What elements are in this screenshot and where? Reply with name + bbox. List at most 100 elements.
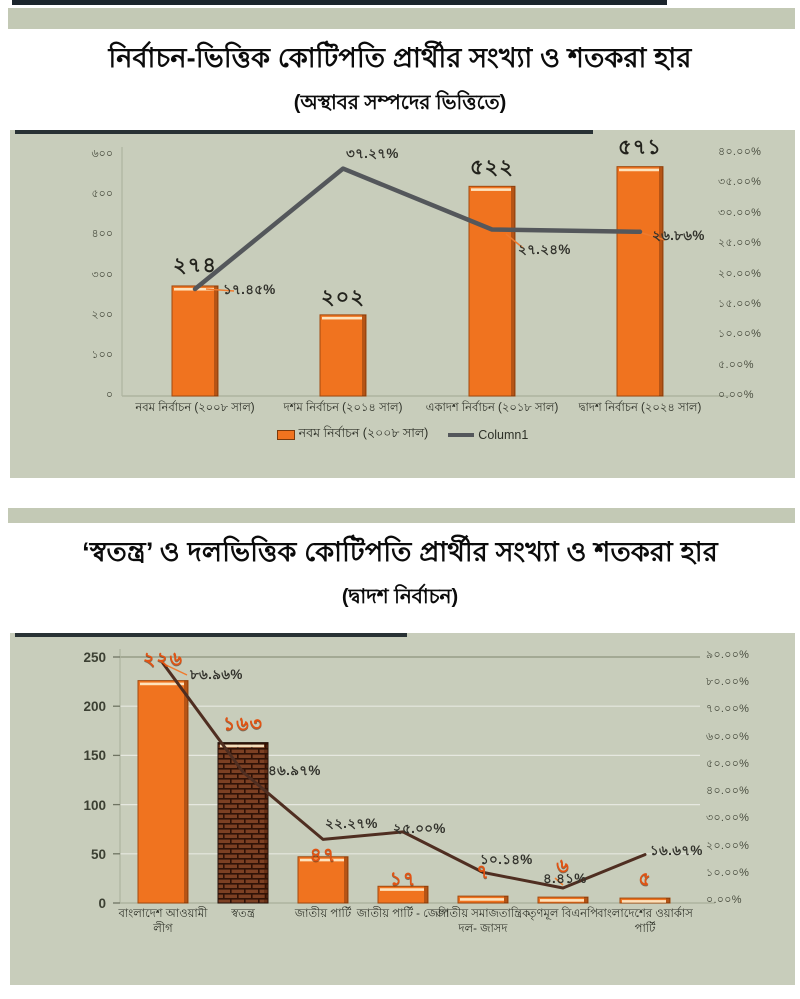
- category-label: একাদশ নির্বাচন (২০১৮ সাল): [425, 402, 559, 414]
- secondary-axis-tick-label: ২৫.০০%: [718, 237, 762, 249]
- chart1-plot: [121, 147, 730, 397]
- bar-highlight: [322, 316, 362, 320]
- bar-value-label: ১৭: [389, 869, 417, 890]
- bar-shade: [659, 166, 663, 396]
- y-axis-tick-label: ০: [105, 389, 113, 401]
- bar-shade: [184, 680, 188, 903]
- chart1-title: নির্বাচন-ভিত্তিক কোটিপতি প্রার্থীর সংখ্য…: [108, 43, 692, 73]
- legend: নবম নির্বাচন (২০০৮ সাল) Column1: [10, 425, 795, 445]
- y-axis-tick-label: 100: [83, 798, 106, 813]
- bar-value-label: ৪৭: [309, 845, 337, 866]
- category-label: তৃণমূল বিএনপি: [527, 908, 599, 920]
- line-point-label: ১৭.৪৫%: [223, 282, 276, 297]
- secondary-axis-tick-label: ৪০.০০%: [706, 785, 750, 797]
- label-leader-line: [205, 288, 235, 292]
- secondary-axis-tick-label: ৩০.০০%: [706, 812, 750, 824]
- legend-bar-swatch-icon: [276, 430, 295, 440]
- legend-line-swatch-icon: [448, 433, 475, 437]
- category-label: নবম নির্বাচন (২০০৮ সাল): [135, 402, 255, 414]
- secondary-axis-tick-label: ৩০.০০%: [718, 207, 762, 219]
- category-label: বাংলাদেশ আওয়ামী লীগ: [118, 908, 208, 935]
- chart2-title: ‘স্বতন্ত্র’ ও দলভিত্তিক কোটিপতি প্রার্থী…: [82, 537, 718, 567]
- bar-value-label: ২৭৪: [173, 254, 217, 277]
- chart2-top-edge: [15, 633, 407, 637]
- bar-highlight: [471, 188, 511, 191]
- bar-shade: [264, 742, 268, 903]
- secondary-axis-tick-label: ৭০.০০%: [706, 703, 750, 715]
- label-leader-line: [554, 877, 564, 886]
- bar-value-label: ৫৭১: [618, 136, 662, 159]
- label-leader-line: [505, 233, 524, 249]
- bar-shade: [362, 314, 366, 396]
- secondary-axis-tick-label: ৮০.০০%: [706, 676, 750, 688]
- bar-highlight: [300, 858, 344, 862]
- chart2-panel: 250 200 150 100 50 0 ৯০.০০% ৮০.০০% ৭০.০০% ৬০.০০% ৫…: [10, 633, 795, 985]
- bar-highlight: [220, 744, 264, 748]
- legend-label: নবম নির্বাচন (২০০৮ সাল): [298, 426, 429, 440]
- bar: [217, 742, 269, 904]
- chart2-title-block: ‘স্বতন্ত্র’ ও দলভিত্তিক কোটিপতি প্রার্থী…: [0, 532, 800, 615]
- bar-value-label: ২০২: [321, 286, 365, 309]
- bar-shade: [504, 896, 508, 903]
- y-axis-tick-label: 200: [83, 699, 106, 714]
- bar-highlight: [540, 899, 584, 902]
- y-axis-tick-label: ৬০০: [91, 148, 113, 160]
- label-leader-line: [641, 232, 666, 241]
- y-axis-tick-label: 250: [83, 650, 106, 665]
- chart1-subtitle: (অস্থাবর সম্পদের ভিত্তিতে): [293, 92, 507, 114]
- bar-value-label: ২২৬: [142, 649, 184, 670]
- line-point-label: ১৬.৬৭%: [650, 843, 703, 858]
- bar-highlight: [380, 888, 424, 891]
- line-point-label: ২৬.৮৬%: [652, 228, 705, 243]
- line-point-label: ৩৭.২৭%: [346, 146, 399, 161]
- y-axis-tick-label: ২০০: [91, 309, 113, 321]
- percentage-line: [192, 166, 643, 292]
- secondary-axis-tick-label: ৫.০০%: [718, 359, 754, 371]
- line-point-label: ২৫.০০%: [393, 821, 446, 836]
- bar-highlight: [619, 168, 659, 172]
- secondary-axis-tick-label: ৬০.০০%: [706, 731, 750, 743]
- bar-value-label: ৫২২: [470, 156, 514, 179]
- secondary-axis-tick-label: ০.০০%: [718, 389, 754, 401]
- legend-item: নবম নির্বাচন (২০০৮ সাল): [276, 425, 429, 445]
- section-divider-strip: [8, 508, 795, 523]
- line-point-label: ১০.১৪%: [480, 852, 533, 867]
- secondary-axis-tick-label: ০.০০%: [706, 894, 742, 906]
- y-axis-tick-label: 150: [83, 748, 106, 763]
- chart1-top-edge: [15, 130, 593, 134]
- category-label: জাতীয় সমাজতান্ত্রিক দল- জাসদ: [435, 908, 531, 935]
- bar-value-label: ৫: [638, 869, 652, 890]
- line-point-label: ৮৬.৯৬%: [190, 667, 243, 682]
- secondary-axis-tick-label: ৪০.০০%: [718, 146, 762, 158]
- line-point-label: ৪৬.৯৭%: [268, 763, 321, 778]
- bar-value-label: ৬: [556, 856, 570, 877]
- bar-highlight: [460, 898, 504, 901]
- y-axis-tick-label: 0: [98, 896, 106, 911]
- bar-highlight: [622, 900, 666, 903]
- bar-value-label: ৭: [476, 862, 490, 883]
- bar-value-label: ১৬৩: [222, 714, 264, 735]
- bar-highlight: [140, 682, 184, 686]
- top-divider-strip: [8, 8, 795, 29]
- y-axis-tick-label: ৫০০: [91, 188, 113, 200]
- bar: [137, 680, 189, 904]
- category-label: দশম নির্বাচন (২০১৪ সাল): [283, 402, 403, 414]
- y-axis-tick-label: ৩০০: [91, 269, 113, 281]
- y-axis-tick-label: ১০০: [91, 349, 113, 361]
- bar-shade: [344, 856, 348, 903]
- category-label: দ্বাদশ নির্বাচন (২০২৪ সাল): [578, 402, 702, 414]
- category-label: জাতীয় পার্টি: [294, 908, 352, 920]
- chart2-plot: [113, 649, 715, 904]
- line-point-label: ৪.৪১%: [543, 871, 587, 886]
- chart2-subtitle: (দ্বাদশ নির্বাচন): [341, 586, 459, 608]
- secondary-axis-tick-label: ৯০.০০%: [706, 649, 750, 661]
- secondary-axis-tick-label: ২০.০০%: [718, 268, 762, 280]
- category-label: জাতীয় পার্টি - জেপি: [356, 908, 450, 920]
- chart1-title-block: নির্বাচন-ভিত্তিক কোটিপতি প্রার্থীর সংখ্য…: [0, 38, 800, 121]
- secondary-axis-tick-label: ১৫.০০%: [718, 298, 762, 310]
- y-axis-tick-label: ৪০০: [91, 228, 113, 240]
- line-point-label: ২২.২৭%: [325, 816, 378, 831]
- category-label: স্বতন্ত্র: [231, 908, 255, 920]
- chart1-panel: ৬০০ ৫০০ ৪০০ ৩০০ ২০০ ১০০ ০ ৪০.০০% ৩৫.০০% ৩০.০০% ২৫.…: [10, 130, 795, 478]
- line-point-label: ২৭.২৪%: [518, 242, 571, 257]
